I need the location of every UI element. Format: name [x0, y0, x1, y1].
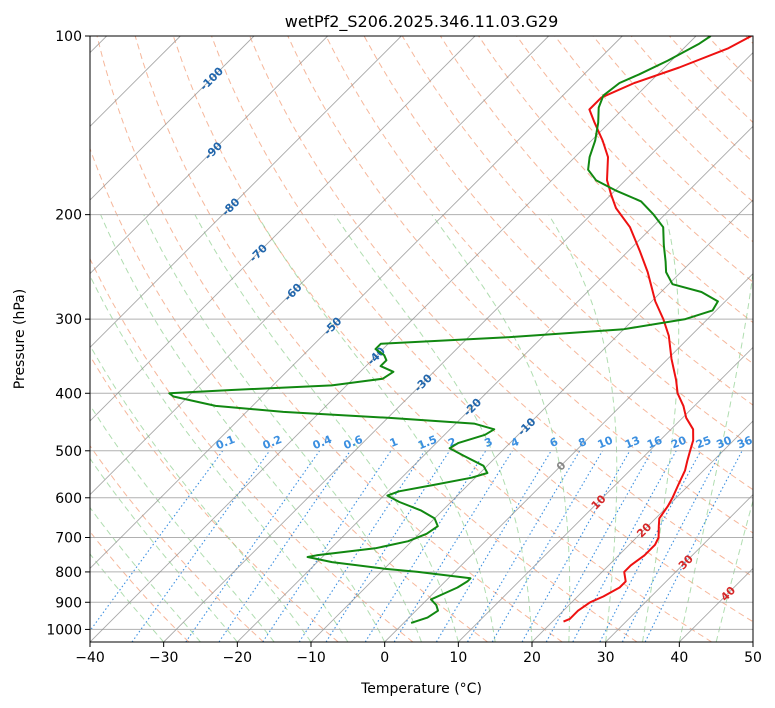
moist-adiabat-line [90, 344, 312, 642]
mixing-ratio-line [521, 450, 631, 642]
dry-adiabat-line [172, 36, 712, 642]
dry-adiabat-line [287, 36, 753, 534]
mixing-ratio-line [325, 450, 451, 642]
dry-adiabat-line [325, 36, 753, 491]
isotherm-gridline [310, 199, 753, 642]
isotherm-gridline [458, 346, 753, 642]
x-tick-label: −20 [223, 650, 253, 666]
dry-adiabat-line [249, 36, 753, 578]
mixing-ratio-label: 16 [645, 434, 664, 452]
mixing-ratio-line [131, 450, 271, 642]
mixing-ratio-line [364, 450, 487, 642]
isotherm-gridline [90, 36, 402, 348]
y-tick-label: 600 [55, 491, 82, 507]
isotherm-gridline [90, 36, 623, 569]
moist-adiabat-line [143, 214, 422, 642]
dry-adiabat-line [90, 257, 414, 642]
moist-adiabat-line [90, 404, 275, 642]
x-tick-label: 10 [449, 650, 467, 666]
mixing-ratio-label: 10 [596, 434, 615, 452]
isotherm-gridline [531, 420, 753, 642]
dry-adiabat-line [211, 36, 753, 623]
mixing-ratio-line [545, 450, 653, 642]
x-tick-label: −40 [75, 650, 105, 666]
moist-adiabat-line [194, 214, 459, 642]
dry-adiabat-line [134, 36, 638, 642]
dry-adiabat-line [90, 444, 264, 642]
dry-adiabat-line [516, 36, 753, 283]
x-tick-label: 40 [670, 650, 688, 666]
isotherm-gridline [90, 36, 328, 275]
y-tick-label: 800 [55, 565, 82, 581]
y-tick-label: 400 [55, 386, 82, 402]
mixing-ratio-label: 1 [388, 435, 400, 450]
mixing-ratio-label: 13 [623, 434, 642, 452]
mixing-ratio-line [572, 450, 677, 642]
isotherm-gridline [237, 125, 753, 642]
moist-adiabat-line [100, 214, 386, 642]
dry-adiabat-line [96, 36, 563, 642]
plot-frame [89, 35, 754, 643]
isotherm-gridline [605, 494, 753, 642]
axis-ticks: −40 −30 −20 −10 0 10 20 30 40 50 100 200 300 400 500 60… [46, 29, 762, 666]
y-tick-label: 900 [55, 595, 82, 611]
mixing-ratio-label: 25 [694, 434, 713, 452]
moist-adiabat-line [334, 214, 533, 642]
moist-adiabat-line [548, 214, 618, 642]
moist-adiabat-line [431, 214, 571, 642]
x-axis-title: Temperature (°C) [360, 681, 482, 697]
mixing-ratio-line [599, 450, 702, 642]
isotherm-gridline [90, 36, 255, 201]
moist-adiabat-line [642, 214, 680, 642]
y-tick-label: 300 [55, 312, 82, 328]
isotherm-gridline [90, 36, 549, 496]
profiles [168, 36, 752, 624]
mixing-ratio-line [185, 450, 321, 642]
y-tick-label: 700 [55, 531, 82, 547]
background-lines [90, 36, 753, 642]
chart-title: wetPf2_S206.2025.346.11.03.G29 [285, 12, 559, 32]
x-tick-label: 20 [523, 650, 541, 666]
y-axis-title: Pressure (hPa) [12, 289, 28, 389]
y-tick-label: 100 [55, 29, 82, 45]
moist-adiabat-line [90, 457, 238, 642]
mixing-ratio-line [90, 450, 224, 632]
y-tick-label: 1000 [46, 622, 82, 638]
dry-adiabat-line [90, 354, 339, 642]
mixing-ratio-label: 20 [669, 434, 688, 452]
y-tick-label: 500 [55, 444, 82, 460]
mixing-ratio-line [218, 450, 351, 642]
dewpoint-profile-line [168, 36, 719, 624]
isotherm-gridline [384, 273, 753, 642]
y-tick-label: 200 [55, 208, 82, 224]
mixing-ratio-label: 8 [576, 435, 588, 450]
mixing-ratio-line [435, 450, 552, 642]
temperature-profile-line [563, 36, 752, 623]
mixing-ratio-line [262, 450, 392, 642]
mixing-ratio-line [644, 450, 743, 642]
isotherm-gridline [90, 36, 476, 422]
moist-adiabat-line [678, 269, 753, 642]
mixing-ratio-label: 2 [446, 435, 458, 450]
mixing-ratio-label: 36 [735, 434, 754, 452]
x-tick-label: 30 [597, 650, 615, 666]
x-tick-label: 50 [744, 650, 762, 666]
x-tick-label: −10 [296, 650, 326, 666]
mixing-ratio-label: 3 [482, 435, 494, 450]
x-tick-label: 0 [380, 650, 389, 666]
x-tick-label: −30 [149, 650, 179, 666]
mixing-ratio-label: 30 [715, 434, 734, 452]
